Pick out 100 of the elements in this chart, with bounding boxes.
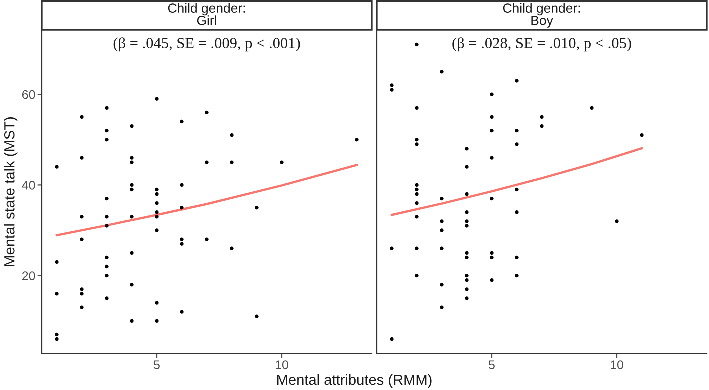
- point: [515, 188, 519, 192]
- point: [105, 274, 109, 278]
- y-axis-title: Mental state talk (MST): [4, 118, 18, 266]
- point: [440, 228, 444, 232]
- point: [180, 183, 184, 188]
- point: [105, 256, 109, 260]
- point: [155, 301, 159, 305]
- point: [415, 274, 419, 278]
- point: [540, 124, 544, 128]
- point: [105, 224, 109, 228]
- point: [130, 319, 134, 323]
- point: [80, 115, 84, 120]
- point: [465, 165, 469, 169]
- point: [80, 292, 84, 296]
- point: [465, 288, 469, 292]
- point: [105, 106, 109, 110]
- point: [490, 278, 494, 282]
- point: [465, 256, 469, 260]
- point: [230, 246, 234, 250]
- point: [415, 188, 419, 192]
- line-series: [56, 164, 358, 237]
- point: [515, 210, 519, 214]
- point: [55, 260, 59, 264]
- point: [180, 310, 184, 314]
- point: [390, 246, 394, 250]
- point: [490, 92, 494, 96]
- point: [515, 274, 519, 278]
- point: [155, 188, 159, 192]
- point: [515, 256, 519, 260]
- annotation: (β = .028, SE = .010, p < .05): [452, 38, 632, 52]
- point: [515, 128, 519, 133]
- point: [415, 138, 419, 142]
- point: [465, 147, 469, 151]
- point: [205, 110, 209, 115]
- point: [465, 278, 469, 282]
- point: [180, 238, 184, 242]
- point: [465, 220, 469, 224]
- point: [415, 42, 419, 47]
- point: [255, 206, 259, 210]
- point: [155, 228, 159, 232]
- point: [130, 251, 134, 256]
- point: [180, 120, 184, 124]
- point: [465, 296, 469, 300]
- point: [440, 283, 444, 287]
- point: [80, 288, 84, 292]
- y-tick-label: 20: [22, 272, 36, 280]
- point: [440, 196, 444, 201]
- point: [255, 314, 259, 318]
- point: [130, 160, 134, 164]
- point: [105, 264, 109, 269]
- point: [415, 106, 419, 110]
- point: [205, 238, 209, 242]
- point: [540, 115, 544, 120]
- x-tick-label: 10: [276, 360, 288, 370]
- point: [440, 70, 444, 74]
- point: [230, 160, 234, 164]
- point: [105, 196, 109, 201]
- point: [390, 88, 394, 92]
- point: [490, 256, 494, 260]
- point: [415, 192, 419, 196]
- chart-title: Child gender: Girl: [168, 3, 246, 26]
- point: [105, 296, 109, 300]
- point: [465, 224, 469, 228]
- point: [130, 124, 134, 128]
- point: [390, 337, 394, 342]
- point: [155, 210, 159, 214]
- point: [155, 215, 159, 219]
- point: [155, 192, 159, 196]
- y-tick-label: 40: [22, 181, 36, 190]
- point: [465, 274, 469, 278]
- point: [440, 220, 444, 224]
- point: [55, 332, 59, 337]
- point: [280, 160, 284, 164]
- point: [490, 156, 494, 160]
- point: [130, 215, 134, 219]
- x-tick-label: 5: [154, 360, 160, 370]
- point: [155, 201, 159, 206]
- point: [490, 115, 494, 120]
- point: [490, 196, 494, 201]
- point: [230, 134, 234, 138]
- point: [155, 97, 159, 101]
- point: [515, 142, 519, 146]
- point: [130, 156, 134, 160]
- x-tick-label: 10: [611, 360, 624, 370]
- point: [590, 106, 594, 110]
- point: [390, 84, 394, 88]
- point: [415, 142, 419, 146]
- point: [180, 206, 184, 210]
- point: [55, 292, 59, 296]
- point: [180, 242, 184, 246]
- point: [490, 128, 494, 133]
- point: [355, 138, 359, 142]
- point: [440, 306, 444, 310]
- point: [155, 319, 159, 323]
- chart-title: Child gender: Boy: [503, 3, 580, 28]
- point: [55, 337, 59, 342]
- point: [415, 215, 419, 219]
- point: [465, 251, 469, 256]
- x-tick-label: 5: [489, 360, 495, 370]
- point: [80, 215, 84, 219]
